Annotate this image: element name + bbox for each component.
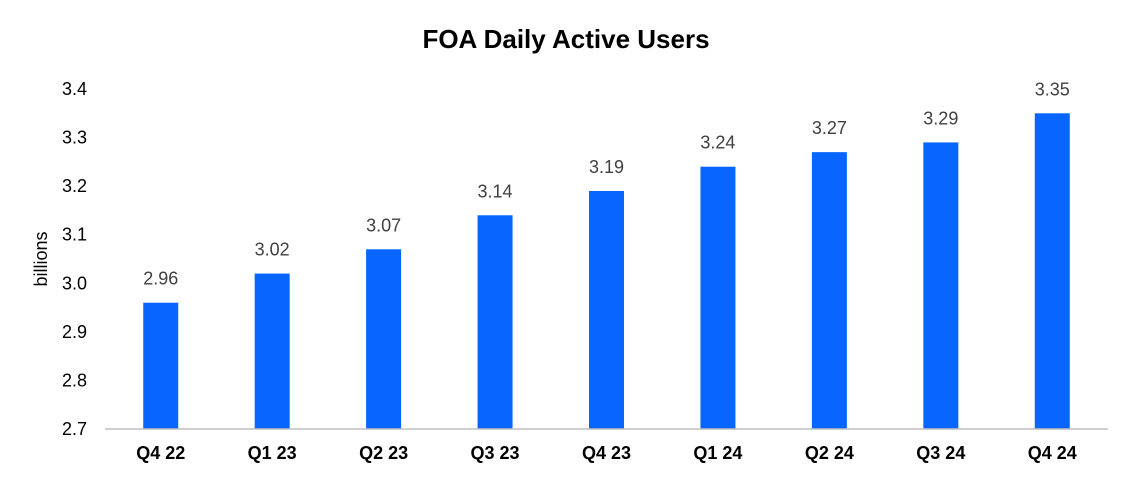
y-tick-label: 2.7 [62,419,87,439]
chart-title: FOA Daily Active Users [422,24,709,54]
bar [254,273,290,429]
x-tick-label: Q4 24 [1028,443,1077,463]
data-label: 3.27 [812,118,847,138]
bar [923,142,959,429]
bar [143,302,179,429]
data-labels: 2.96 3.02 3.07 3.14 3.19 3.24 3.27 3.29 3.35 [143,79,1070,288]
data-label: 2.96 [143,269,178,289]
y-axis-label: billions [31,231,51,286]
x-tick-label: Q4 22 [136,443,185,463]
y-axis: 2.7 2.8 2.9 3.0 3.1 3.2 3.3 3.4 [62,79,87,439]
y-tick-label: 3.0 [62,273,87,293]
bar [1034,113,1070,430]
x-tick-label: Q3 24 [916,443,965,463]
data-label: 3.29 [923,108,958,128]
data-label: 3.24 [700,133,735,153]
y-tick-label: 3.2 [62,176,87,196]
data-label: 3.35 [1035,79,1070,99]
data-label: 3.07 [366,215,401,235]
y-tick-label: 3.3 [62,128,87,148]
data-label: 3.14 [478,181,513,201]
x-tick-label: Q1 24 [693,443,742,463]
x-tick-label: Q1 23 [248,443,297,463]
bar [811,152,847,429]
x-axis: Q4 22 Q1 23 Q2 23 Q3 23 Q4 23 Q1 24 Q2 24 Q3 24… [136,443,1077,463]
x-tick-label: Q4 23 [582,443,631,463]
y-tick-label: 3.1 [62,225,87,245]
y-tick-label: 2.9 [62,322,87,342]
bar [700,166,736,429]
data-label: 3.02 [255,240,290,260]
bar [589,191,624,429]
bar [477,215,513,429]
bar [366,249,402,429]
x-tick-label: Q3 23 [471,443,520,463]
bars [143,113,1070,430]
x-tick-label: Q2 24 [805,443,854,463]
y-tick-label: 3.4 [62,79,87,99]
y-tick-label: 2.8 [62,370,87,390]
x-tick-label: Q2 23 [359,443,408,463]
data-label: 3.19 [589,157,624,177]
